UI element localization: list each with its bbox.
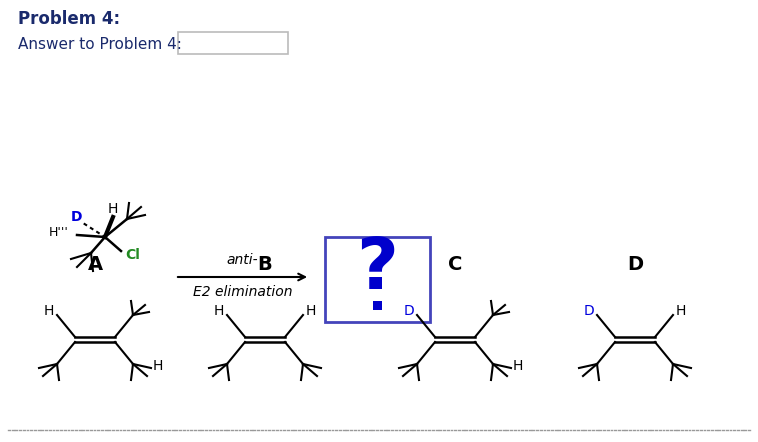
Text: E2 elimination: E2 elimination [193, 285, 293, 299]
Text: D: D [71, 210, 83, 224]
Text: A: A [87, 255, 102, 274]
Text: H: H [214, 304, 224, 318]
Text: Cl: Cl [125, 248, 140, 262]
Bar [373, 301, 382, 310]
Text: anti-: anti- [227, 253, 258, 267]
Text: H: H [513, 359, 523, 373]
Text: D: D [584, 304, 594, 318]
Text: H: H [676, 304, 686, 318]
Text: ?: ? [356, 235, 399, 304]
Text: Problem 4:: Problem 4: [18, 10, 120, 28]
Bar [178, 32, 288, 54]
Text: Answer to Problem 4:: Answer to Problem 4: [18, 37, 182, 52]
Text: C: C [448, 255, 462, 274]
Text: B: B [258, 255, 272, 274]
Text: H: H [44, 304, 54, 318]
Text: H: H [108, 202, 118, 216]
Text: D: D [627, 255, 643, 274]
Text: H: H [153, 359, 164, 373]
Bar [325, 237, 430, 322]
Text: H: H [305, 304, 316, 318]
Text: H''': H''' [49, 226, 69, 240]
Text: D: D [403, 304, 415, 318]
